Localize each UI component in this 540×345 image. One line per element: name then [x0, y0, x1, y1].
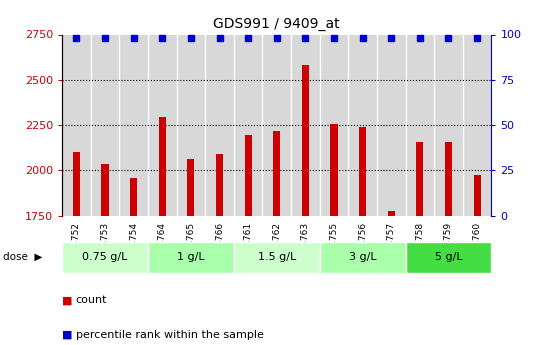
Bar: [245, 135, 252, 216]
Bar: [388, 211, 395, 216]
Bar: [320, 241, 406, 273]
Bar: [262, 34, 291, 216]
Bar: [463, 34, 491, 216]
Bar: [159, 117, 166, 216]
Bar: [177, 34, 205, 216]
Bar: [62, 241, 148, 273]
Bar: [302, 65, 309, 216]
Text: count: count: [76, 295, 107, 305]
Bar: [187, 159, 194, 216]
Bar: [377, 34, 406, 216]
Text: ■: ■: [62, 330, 72, 339]
Bar: [359, 127, 366, 216]
Bar: [102, 164, 109, 216]
Bar: [406, 34, 434, 216]
Bar: [348, 34, 377, 216]
Bar: [416, 142, 423, 216]
Bar: [148, 34, 177, 216]
Bar: [91, 34, 119, 216]
Bar: [445, 142, 452, 216]
Bar: [474, 175, 481, 216]
Text: 1 g/L: 1 g/L: [177, 252, 205, 262]
Title: GDS991 / 9409_at: GDS991 / 9409_at: [213, 17, 340, 31]
Text: 3 g/L: 3 g/L: [349, 252, 376, 262]
Bar: [62, 34, 91, 216]
Bar: [130, 178, 137, 216]
Bar: [234, 34, 262, 216]
Text: 0.75 g/L: 0.75 g/L: [82, 252, 128, 262]
Bar: [73, 152, 80, 216]
Bar: [320, 34, 348, 216]
Text: dose  ▶: dose ▶: [3, 252, 42, 262]
Bar: [205, 34, 234, 216]
Bar: [119, 34, 148, 216]
Bar: [148, 241, 234, 273]
Text: 5 g/L: 5 g/L: [435, 252, 462, 262]
Bar: [273, 131, 280, 216]
Bar: [434, 34, 463, 216]
Bar: [406, 241, 491, 273]
Bar: [216, 154, 223, 216]
Text: ■: ■: [62, 295, 72, 305]
Text: 1.5 g/L: 1.5 g/L: [258, 252, 296, 262]
Bar: [330, 124, 338, 216]
Text: percentile rank within the sample: percentile rank within the sample: [76, 330, 264, 339]
Bar: [234, 241, 320, 273]
Bar: [291, 34, 320, 216]
